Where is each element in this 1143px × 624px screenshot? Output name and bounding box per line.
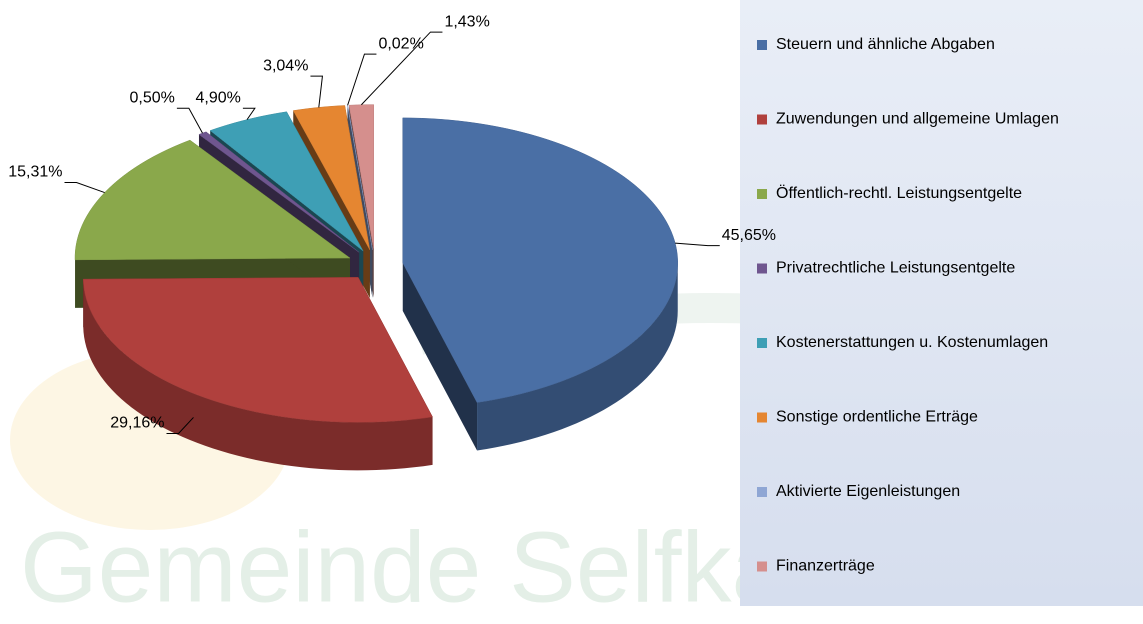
legend-marker (757, 487, 767, 497)
data-label: 0,02% (378, 35, 423, 52)
data-label: 1,43% (444, 13, 489, 30)
legend-label: Sonstige ordentliche Erträge (776, 409, 978, 426)
legend-marker (757, 562, 767, 572)
legend-label: Zuwendungen und allgemeine Umlagen (776, 111, 1059, 128)
legend-marker (757, 115, 767, 125)
legend-marker (757, 264, 767, 274)
legend-marker (757, 413, 767, 423)
page: {"chart_data": {"type": "pie3d", "waterm… (0, 0, 1143, 624)
data-label: 0,50% (130, 89, 175, 106)
legend-marker (757, 189, 767, 199)
leader-line (348, 54, 377, 105)
leader-line (675, 243, 720, 246)
legend-label: Aktivierte Eigenleistungen (776, 483, 960, 500)
legend-label: Steuern und ähnliche Abgaben (776, 36, 995, 53)
chart: Gemeinde Selfkant 45,65%29,16%15,31%0,50… (0, 0, 1143, 624)
legend-box (740, 0, 1143, 606)
leader-line (177, 108, 203, 133)
data-label: 29,16% (110, 415, 164, 432)
data-label: 15,31% (8, 164, 62, 181)
data-label: 4,90% (196, 89, 241, 106)
legend-label: Kostenerstattungen u. Kostenumlagen (776, 334, 1048, 351)
legend-label: Finanzerträge (776, 558, 875, 575)
data-label: 45,65% (722, 227, 776, 244)
data-label: 3,04% (263, 57, 308, 74)
leader-line (243, 108, 255, 119)
leader-line (65, 183, 105, 193)
leader-line (310, 76, 322, 107)
legend-marker (757, 338, 767, 348)
legend-label: Privatrechtliche Leistungsentgelte (776, 260, 1015, 277)
legend-marker (757, 40, 767, 50)
legend-label: Öffentlich-rechtl. Leistungsentgelte (776, 184, 1022, 202)
